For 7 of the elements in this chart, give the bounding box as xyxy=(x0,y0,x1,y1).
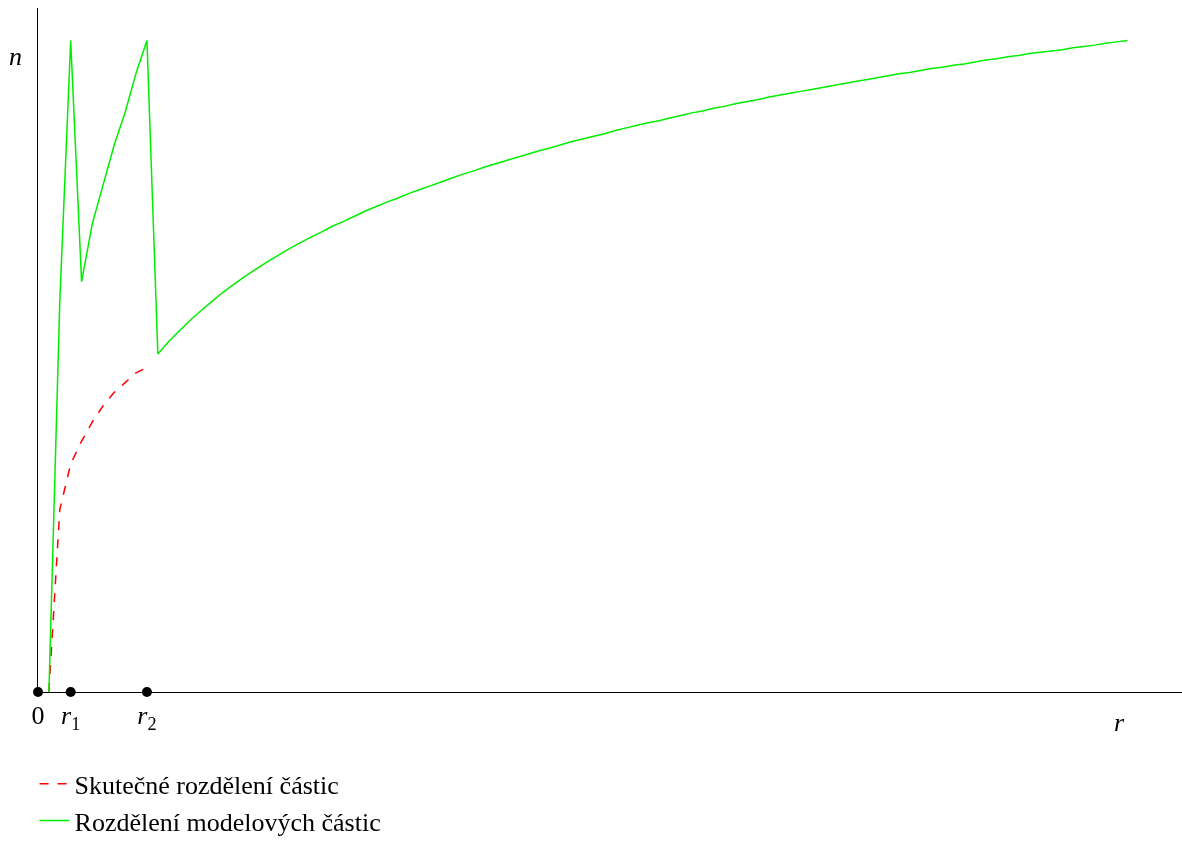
x-tick-label: r$_{2}$ xyxy=(137,701,157,734)
legend-label: Skutečné rozdělení částic xyxy=(74,770,339,800)
y-axis-title: n xyxy=(9,42,22,71)
x-axis-title: r xyxy=(1114,708,1125,737)
legend-label: Rozdělení modelových částic xyxy=(74,807,381,837)
x-tick-label: 0 xyxy=(31,701,45,731)
x-tick-label: r$_{1}$ xyxy=(61,701,81,734)
